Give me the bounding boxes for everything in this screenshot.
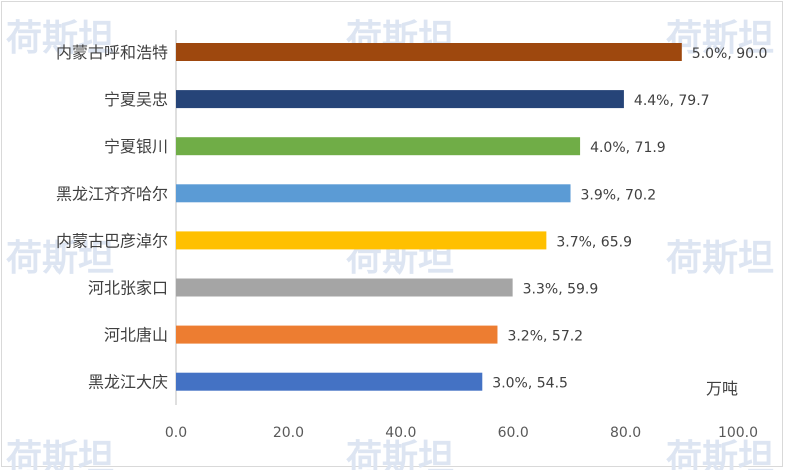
category-label: 宁夏吴忠 <box>104 90 168 109</box>
bar <box>176 90 624 109</box>
watermark-text: 荷斯坦 <box>666 18 774 59</box>
x-tick-label: 60.0 <box>498 425 529 441</box>
category-label: 宁夏银川 <box>104 137 168 156</box>
x-tick-label: 0.0 <box>165 425 187 441</box>
category-label: 河北张家口 <box>88 279 168 298</box>
data-label: 3.0%, 54.5 <box>492 376 568 392</box>
data-label: 3.3%, 59.9 <box>523 282 599 298</box>
data-label: 3.2%, 57.2 <box>507 329 583 345</box>
bar <box>176 325 498 344</box>
category-label: 黑龙江齐齐哈尔 <box>56 184 168 203</box>
bar <box>176 231 547 250</box>
watermark-text: 荷斯坦 <box>666 438 774 470</box>
bar <box>176 372 483 391</box>
data-label: 5.0%, 90.0 <box>692 46 768 62</box>
data-label: 4.4%, 79.7 <box>634 93 710 109</box>
watermark-text: 荷斯坦 <box>6 438 114 470</box>
bar <box>176 184 571 203</box>
x-tick-label: 100.0 <box>718 425 758 441</box>
unit-label: 万吨 <box>706 379 738 398</box>
x-tick-label: 80.0 <box>610 425 641 441</box>
category-label: 内蒙古巴彦淖尔 <box>56 231 168 250</box>
data-label: 3.7%, 65.9 <box>556 234 632 250</box>
data-label: 4.0%, 71.9 <box>590 140 666 156</box>
data-label: 3.9%, 70.2 <box>581 187 657 203</box>
x-tick-label: 20.0 <box>273 425 304 441</box>
bar <box>176 278 513 297</box>
watermark-text: 荷斯坦 <box>6 238 114 279</box>
watermark-text: 荷斯坦 <box>666 238 774 279</box>
category-label: 河北唐山 <box>104 326 168 345</box>
bar <box>176 43 682 61</box>
category-label: 黑龙江大庆 <box>88 373 168 392</box>
watermark-text: 荷斯坦 <box>346 438 454 470</box>
category-label: 内蒙古呼和浩特 <box>56 43 168 62</box>
x-tick-label: 40.0 <box>385 425 416 441</box>
watermark-text: 荷斯坦 <box>6 18 114 59</box>
bar <box>176 137 581 156</box>
